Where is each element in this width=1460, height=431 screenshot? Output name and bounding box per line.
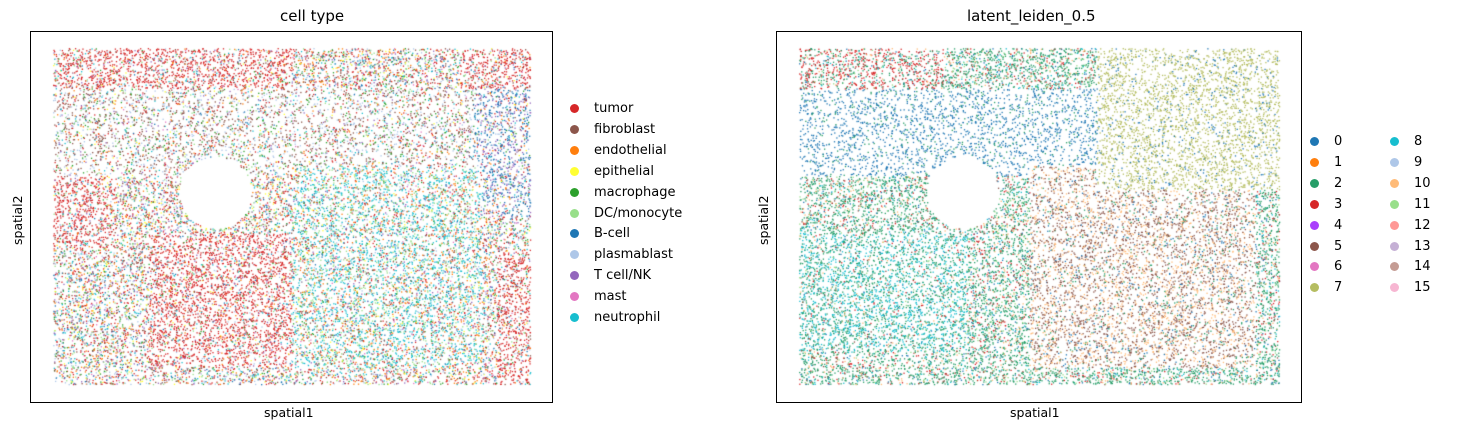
- cell-type-ylabel: spatial2: [10, 195, 25, 245]
- legend-item: 0: [1310, 134, 1342, 149]
- legend-marker: [570, 208, 579, 218]
- leiden-scatter: [777, 32, 1301, 402]
- legend-marker: [570, 166, 579, 176]
- legend-item: mast: [570, 289, 627, 304]
- legend-label: 7: [1334, 280, 1343, 296]
- cell-type-scatter: [31, 32, 552, 402]
- legend-item: 6: [1310, 259, 1342, 274]
- legend-label: B-cell: [594, 226, 630, 242]
- legend-label: 15: [1414, 280, 1431, 296]
- legend-marker: [1390, 157, 1399, 167]
- legend-marker: [570, 250, 579, 260]
- legend-label: 11: [1414, 196, 1431, 212]
- legend-item: 1: [1310, 155, 1342, 170]
- legend-label: 13: [1414, 238, 1431, 254]
- legend-marker: [570, 229, 579, 239]
- legend-marker: [1310, 178, 1319, 188]
- cell-type-panel: cell type spatial1 spatial2 tumor fibrobl…: [0, 0, 720, 431]
- legend-marker: [570, 292, 579, 302]
- legend-marker: [570, 187, 579, 197]
- legend-label: DC/monocyte: [594, 205, 683, 221]
- legend-label: T cell/NK: [594, 268, 652, 284]
- legend-item: 13: [1390, 239, 1431, 254]
- legend-label: endothelial: [594, 142, 667, 158]
- legend-marker: [1310, 220, 1319, 230]
- legend-label: 1: [1334, 154, 1343, 170]
- legend-label: fibroblast: [594, 121, 656, 137]
- legend-label: 9: [1414, 154, 1423, 170]
- legend-label: 10: [1414, 175, 1431, 191]
- legend-item: 7: [1310, 280, 1342, 295]
- legend-item: 4: [1310, 218, 1342, 233]
- legend-label: tumor: [594, 101, 634, 116]
- legend-item: DC/monocyte: [570, 206, 682, 221]
- legend-marker: [1310, 262, 1319, 272]
- legend-label: mast: [594, 289, 627, 305]
- legend-item: B-cell: [570, 226, 630, 241]
- legend-marker: [1310, 157, 1319, 167]
- legend-marker: [1310, 137, 1319, 146]
- legend-item: 3: [1310, 197, 1342, 212]
- legend-marker: [1390, 137, 1399, 146]
- legend-marker: [570, 104, 579, 113]
- legend-item: neutrophil: [570, 310, 660, 325]
- legend-label: 14: [1414, 259, 1431, 275]
- leiden-title: latent_leiden_0.5: [967, 7, 1096, 25]
- legend-item: T cell/NK: [570, 268, 651, 283]
- legend-marker: [1390, 178, 1399, 188]
- legend-item: 14: [1390, 259, 1431, 274]
- legend-marker: [1390, 199, 1399, 209]
- leiden-xlabel: spatial1: [1010, 405, 1060, 420]
- legend-label: 6: [1334, 259, 1343, 275]
- leiden-plot-frame: [776, 31, 1302, 403]
- legend-label: 5: [1334, 238, 1343, 254]
- legend-item: fibroblast: [570, 122, 655, 137]
- legend-item: 15: [1390, 280, 1431, 295]
- legend-marker: [570, 145, 579, 155]
- legend-label: epithelial: [594, 163, 654, 179]
- cell-type-plot-frame: [30, 31, 553, 403]
- cell-type-xlabel: spatial1: [264, 405, 314, 420]
- legend-item: endothelial: [570, 143, 667, 158]
- legend-item: tumor: [570, 101, 633, 116]
- legend-marker: [1390, 262, 1399, 272]
- legend-label: plasmablast: [594, 247, 673, 263]
- legend-item: 9: [1390, 155, 1422, 170]
- legend-marker: [570, 313, 579, 322]
- legend-label: 3: [1334, 196, 1343, 212]
- legend-marker: [1390, 283, 1399, 293]
- legend-label: macrophage: [594, 184, 676, 200]
- legend-item: 5: [1310, 239, 1342, 254]
- legend-marker: [1310, 241, 1319, 251]
- legend-item: macrophage: [570, 185, 676, 200]
- legend-label: 12: [1414, 217, 1431, 233]
- legend-marker: [1390, 220, 1399, 230]
- legend-label: 2: [1334, 175, 1343, 191]
- legend-marker: [1310, 199, 1319, 209]
- legend-item: 12: [1390, 218, 1431, 233]
- legend-item: 11: [1390, 197, 1431, 212]
- legend-item: 8: [1390, 134, 1422, 149]
- legend-marker: [1310, 283, 1319, 293]
- legend-item: plasmablast: [570, 247, 673, 262]
- legend-label: 4: [1334, 217, 1343, 233]
- legend-item: 10: [1390, 176, 1431, 191]
- cell-type-title: cell type: [280, 7, 345, 25]
- legend-marker: [570, 271, 579, 281]
- legend-label: 8: [1414, 134, 1423, 149]
- leiden-ylabel: spatial2: [756, 195, 771, 245]
- legend-label: 0: [1334, 134, 1343, 149]
- legend-item: 2: [1310, 176, 1342, 191]
- legend-item: epithelial: [570, 164, 654, 179]
- legend-label: neutrophil: [594, 310, 661, 325]
- legend-marker: [570, 124, 579, 134]
- legend-marker: [1390, 241, 1399, 251]
